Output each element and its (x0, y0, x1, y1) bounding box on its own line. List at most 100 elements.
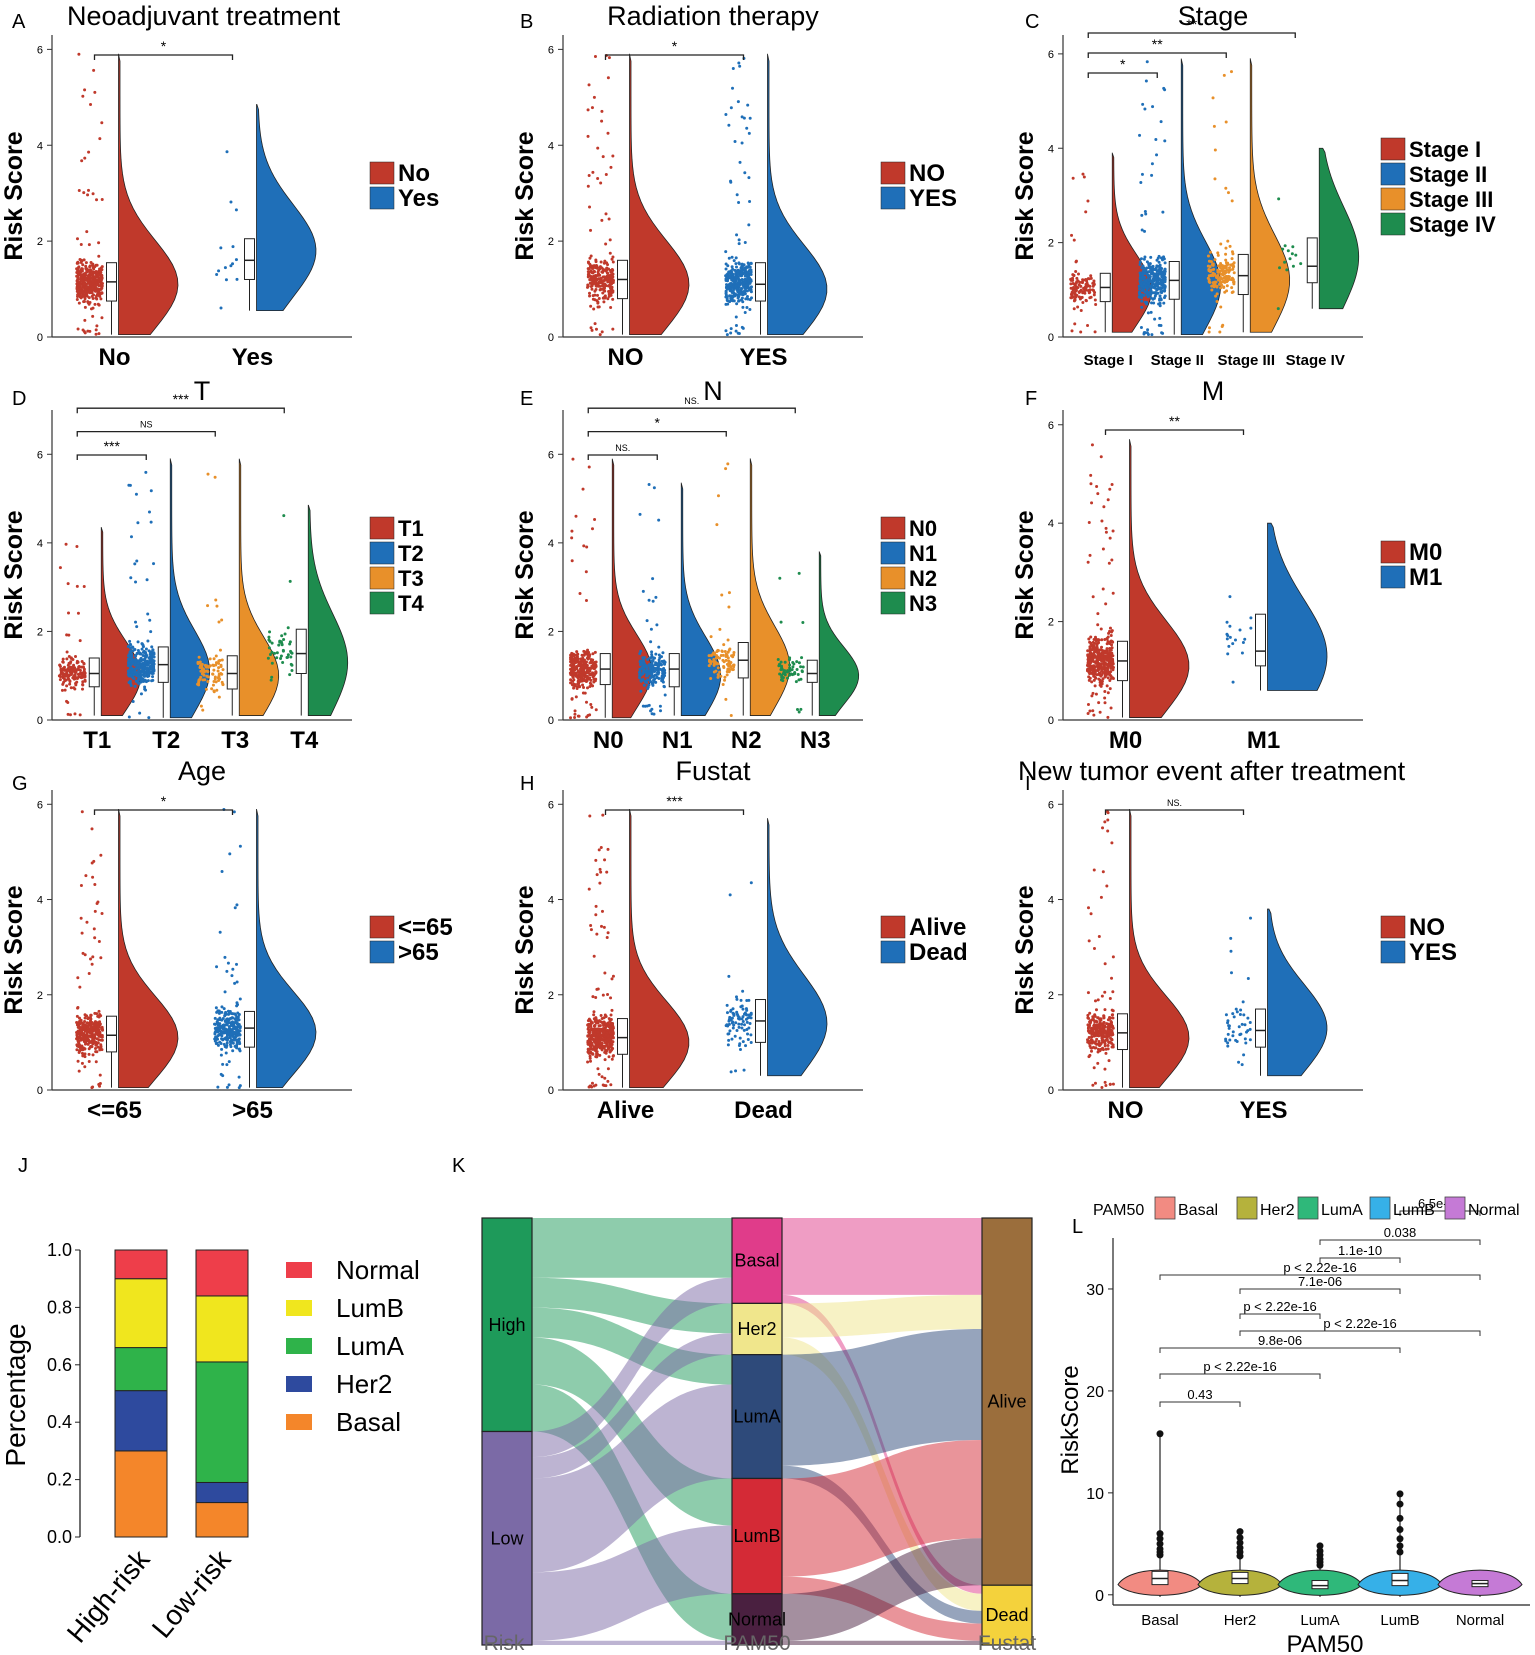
data-point (100, 291, 104, 295)
data-point (1153, 317, 1157, 321)
data-point (1100, 638, 1104, 642)
data-point (590, 1033, 594, 1037)
data-point (588, 1054, 592, 1058)
data-point (92, 293, 96, 297)
data-point (1070, 233, 1074, 237)
y-tick-label: 4 (37, 538, 43, 550)
data-point (94, 1043, 98, 1047)
data-point (1154, 266, 1158, 270)
data-point (231, 262, 235, 266)
jitter-points-T4 (266, 514, 294, 682)
data-point (744, 1012, 748, 1016)
data-point (611, 255, 615, 259)
data-point (98, 1020, 102, 1024)
data-point (1092, 293, 1096, 297)
data-point (225, 969, 229, 973)
data-point (609, 305, 613, 309)
data-point (598, 881, 602, 885)
data-point (1105, 651, 1109, 655)
data-point (601, 281, 605, 285)
data-point (594, 996, 598, 1000)
data-point (649, 640, 653, 644)
data-point (1209, 260, 1213, 264)
data-point (1163, 296, 1167, 300)
data-point (609, 1013, 613, 1017)
data-point (90, 270, 94, 274)
data-point (735, 997, 739, 1001)
data-point (1110, 629, 1114, 633)
data-point (1139, 181, 1143, 185)
data-point (593, 517, 597, 521)
data-point (91, 306, 95, 310)
data-point (586, 284, 590, 288)
data-point (231, 1024, 235, 1028)
data-point (1207, 274, 1211, 278)
data-point (76, 1005, 80, 1009)
y-tick-label: 4 (548, 895, 554, 907)
data-point (610, 1048, 614, 1052)
data-point (1087, 656, 1091, 660)
x-tick-label: N2 (731, 727, 762, 754)
data-point (91, 288, 95, 292)
data-point (73, 666, 77, 670)
data-point (97, 332, 101, 336)
data-point (602, 925, 606, 929)
data-point (731, 289, 735, 293)
data-point (1076, 279, 1080, 283)
data-point (1221, 267, 1225, 271)
data-point (609, 996, 613, 1000)
data-point (152, 667, 156, 671)
data-point (748, 116, 752, 120)
y-tick-label: 4 (548, 538, 554, 550)
data-point (145, 667, 149, 671)
data-point (730, 255, 734, 259)
data-point (581, 656, 585, 660)
data-point (604, 212, 608, 216)
data-point (581, 683, 585, 687)
data-point (275, 656, 279, 660)
data-point (1138, 262, 1142, 266)
data-point (716, 648, 720, 652)
data-point (726, 638, 730, 642)
data-point (92, 1026, 96, 1030)
data-point (222, 1007, 226, 1011)
violin-Stage IV (1318, 147, 1360, 310)
data-point (1299, 262, 1303, 266)
data-point (84, 277, 88, 281)
data-point (61, 674, 65, 678)
data-point (1088, 553, 1092, 557)
data-point (1101, 826, 1105, 830)
data-point (743, 311, 747, 315)
data-point (1207, 326, 1211, 330)
data-point (98, 1046, 102, 1050)
data-point (224, 278, 228, 282)
data-point (590, 1021, 594, 1025)
data-point (1091, 595, 1095, 599)
data-point (783, 669, 787, 673)
legend-label: N2 (909, 566, 937, 591)
data-point (725, 1011, 729, 1015)
data-point (81, 274, 85, 278)
data-point (1106, 668, 1110, 672)
data-point (146, 639, 150, 643)
data-point (223, 990, 227, 994)
data-point (142, 649, 146, 653)
data-point (589, 326, 593, 330)
data-point (724, 329, 728, 333)
data-point (76, 279, 80, 283)
data-point (796, 672, 800, 676)
panel-letter: B (520, 11, 533, 33)
data-point (587, 1026, 591, 1030)
data-point (727, 974, 731, 978)
data-point (229, 264, 233, 268)
data-point (238, 1026, 242, 1030)
data-point (657, 518, 661, 522)
violin-N1 (680, 482, 722, 716)
jitter-points-N3 (776, 571, 805, 714)
jitter-points-Dead (724, 881, 753, 1074)
data-point (91, 1053, 95, 1057)
data-point (214, 1035, 218, 1039)
